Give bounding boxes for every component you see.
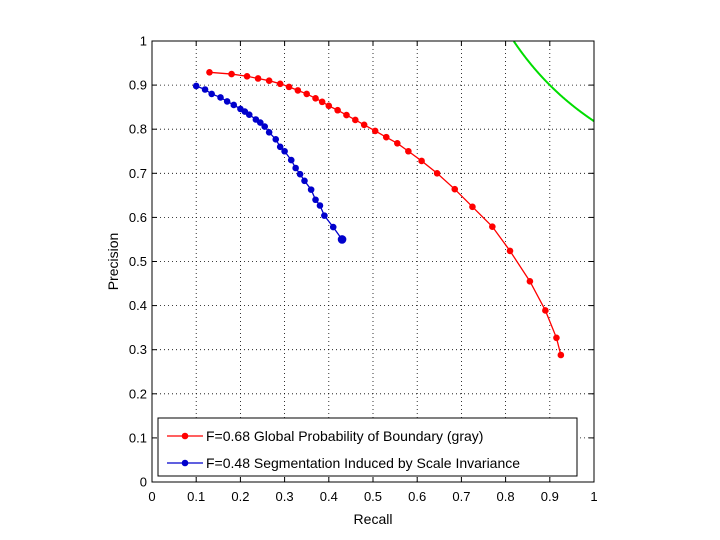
data-point (245, 111, 253, 118)
y-tick-label: 0.6 (129, 210, 147, 225)
data-point (405, 147, 412, 155)
data-point (294, 87, 302, 94)
data-point (334, 106, 341, 114)
data-point (433, 170, 441, 177)
data-point (256, 119, 264, 126)
x-tick-label: 0.8 (497, 489, 515, 504)
x-tick-label: 1 (590, 489, 597, 504)
legend-marker (181, 459, 189, 467)
y-tick-label: 1 (140, 34, 147, 49)
x-tick-label: 0.1 (187, 489, 205, 504)
data-point (542, 307, 549, 314)
data-point (312, 196, 319, 204)
data-point (272, 136, 280, 143)
data-point (352, 116, 359, 124)
x-tick-label: 0.5 (364, 489, 382, 504)
x-tick-label: 0.3 (276, 489, 294, 504)
data-point (276, 80, 284, 88)
y-tick-label: 0.1 (129, 430, 147, 445)
data-point (217, 94, 224, 101)
data-point (296, 170, 304, 178)
y-tick-label: 0.7 (129, 166, 147, 181)
data-point (506, 247, 514, 255)
data-point (325, 102, 333, 110)
data-point (526, 278, 534, 285)
data-point (329, 223, 337, 231)
data-point (265, 128, 273, 136)
data-point (192, 82, 200, 90)
data-point (276, 143, 284, 151)
y-tick-label: 0.3 (129, 342, 147, 357)
data-point (261, 123, 269, 130)
series-1 (192, 82, 347, 244)
data-point (382, 133, 390, 141)
data-point (553, 334, 560, 342)
data-point (303, 90, 311, 98)
grid-lines (152, 41, 594, 482)
data-point (201, 86, 209, 93)
data-point (312, 95, 319, 102)
data-point (394, 140, 401, 147)
data-point (285, 83, 293, 91)
axes-frame (151, 40, 595, 483)
legend: F=0.68 Global Probability of Boundary (g… (157, 417, 578, 477)
x-tick-label: 0.7 (452, 489, 470, 504)
data-point (418, 157, 425, 165)
data-point (337, 235, 347, 244)
data-point (360, 121, 368, 129)
y-tick-label: 0 (140, 475, 147, 490)
x-tick-label: 0.2 (231, 489, 249, 504)
x-tick-label: 0.4 (320, 489, 338, 504)
x-tick-label: 0.6 (408, 489, 426, 504)
data-point (208, 90, 215, 98)
data-point (254, 75, 262, 82)
data-point (292, 164, 299, 172)
data-point (343, 111, 350, 119)
data-point (321, 212, 328, 219)
x-tick-label: 0.9 (541, 489, 559, 504)
legend-marker (181, 432, 189, 440)
y-tick-label: 0.2 (129, 386, 147, 401)
data-point (307, 186, 315, 193)
y-axis-label: Precision (105, 233, 121, 291)
data-point (557, 351, 565, 359)
data-point (228, 70, 235, 78)
data-point (469, 203, 476, 211)
data-point (230, 101, 238, 109)
data-point (301, 177, 308, 185)
legend-entry: F=0.68 Global Probability of Boundary (g… (206, 428, 483, 444)
data-point (489, 223, 496, 230)
data-point (318, 98, 326, 106)
data-point (223, 98, 231, 105)
series-0 (206, 69, 565, 359)
y-tick-label: 0.5 (129, 254, 147, 269)
data-point (281, 147, 288, 155)
legend-entry: F=0.48 Segmentation Induced by Scale Inv… (206, 455, 520, 471)
data-point (206, 69, 213, 76)
data-point (316, 202, 324, 209)
x-tick-label: 0 (148, 489, 155, 504)
y-tick-label: 0.4 (129, 298, 147, 313)
legend-box (157, 417, 578, 477)
data-point (287, 156, 295, 164)
data-point (265, 77, 273, 84)
plot-area (192, 40, 595, 359)
data-point (243, 72, 251, 80)
y-tick-label: 0.9 (129, 78, 147, 93)
y-tick-label: 0.8 (129, 122, 147, 137)
x-axis-label: Recall (354, 511, 393, 527)
tick-labels: 0 0.1 0.2 0.3 0.4 0.5 0.6 0.7 0.8 0.9 1 0 0.1 0.2 0.3 0… (129, 34, 598, 505)
data-point (451, 185, 459, 193)
data-point (371, 127, 379, 135)
iso-f-curve (513, 40, 595, 123)
